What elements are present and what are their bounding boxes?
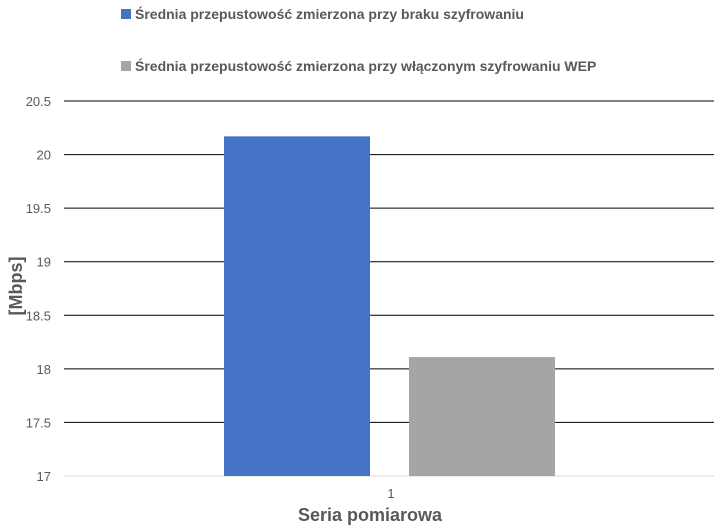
y-tick-label: 17.5: [26, 415, 51, 430]
x-axis-title: Seria pomiarowa: [297, 505, 443, 525]
y-tick-label: 17: [37, 469, 51, 484]
legend-item-no-encryption: Średnia przepustowość zmierzona przy bra…: [121, 6, 524, 22]
legend-item-wep: Średnia przepustowość zmierzona przy włą…: [121, 58, 596, 74]
y-tick-label: 20: [37, 148, 51, 163]
y-tick-label: 18.5: [26, 308, 51, 323]
legend-label-no-encryption: Średnia przepustowość zmierzona przy bra…: [135, 6, 524, 22]
legend-swatch-no-encryption: [121, 9, 131, 19]
y-tick-label: 20.5: [26, 94, 51, 109]
y-axis-title: [Mbps]: [6, 256, 26, 316]
x-tick-label: 1: [387, 486, 394, 501]
bar-no-encryption: [224, 136, 370, 476]
legend-label-wep: Średnia przepustowość zmierzona przy włą…: [135, 58, 597, 74]
y-tick-label: 19: [37, 255, 51, 270]
y-tick-label: 18: [37, 362, 51, 377]
y-tick-label: 19.5: [26, 201, 51, 216]
bar-wep: [409, 357, 555, 476]
legend-swatch-wep: [121, 61, 131, 71]
